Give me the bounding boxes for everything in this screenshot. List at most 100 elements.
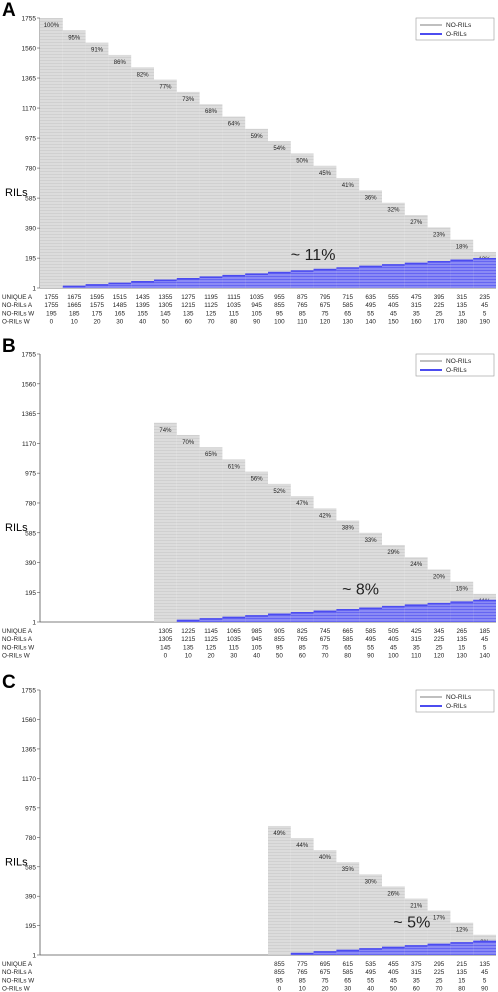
percent-label: 61%	[228, 464, 241, 470]
panel-letter: A	[2, 0, 16, 21]
no-rils-bar	[268, 141, 291, 288]
table-cell: 855	[274, 961, 285, 968]
percent-label: 41%	[342, 183, 355, 189]
o-rils-bar	[268, 614, 291, 622]
table-cell: 1305	[158, 636, 173, 643]
y-tick-label: 390	[25, 560, 36, 567]
table-cell: 135	[457, 636, 468, 643]
table-cell: 405	[388, 969, 399, 976]
table-cell: 495	[365, 969, 376, 976]
percent-label: 74%	[159, 428, 172, 434]
percent-label: 20%	[433, 574, 446, 580]
table-cell: 585	[365, 628, 376, 635]
table-cell: 110	[411, 653, 422, 660]
table-cell: 1195	[204, 294, 218, 301]
table-cell: 90	[367, 653, 375, 660]
percent-label: 42%	[319, 513, 332, 519]
o-rils-bar	[245, 615, 268, 622]
table-cell: 1515	[113, 294, 128, 301]
table-cell: 15	[458, 644, 466, 651]
table-cell: 45	[390, 310, 398, 317]
y-axis-label: RILs	[5, 522, 28, 534]
no-rils-bar	[176, 91, 200, 289]
no-rils-bar	[108, 54, 132, 289]
table-cell: 135	[479, 961, 490, 968]
table-cell: 15	[458, 310, 466, 317]
table-cell: 35	[413, 310, 421, 317]
no-rils-bar	[404, 898, 428, 955]
table-cell: 55	[367, 310, 375, 317]
table-row-label: NO-RILs W	[2, 310, 34, 317]
table-cell: 75	[321, 644, 329, 651]
y-axis-label: RILs	[5, 856, 28, 868]
table-cell: 95	[276, 644, 284, 651]
table-cell: 675	[320, 969, 331, 976]
no-rils-bar	[290, 838, 314, 955]
table-cell: 50	[276, 653, 284, 660]
table-cell: 795	[320, 294, 331, 301]
table-cell: 145	[160, 310, 171, 317]
table-cell: 225	[434, 969, 445, 976]
table-cell: 70	[435, 986, 443, 992]
percent-label: 32%	[387, 208, 400, 214]
table-cell: 65	[344, 310, 352, 317]
y-tick-label: 1170	[22, 776, 36, 783]
table-cell: 1215	[181, 636, 196, 643]
table-cell: 70	[321, 653, 329, 660]
percent-label: 82%	[137, 72, 150, 78]
table-cell: 1675	[67, 294, 82, 301]
table-row-label: UNIQUE A	[2, 294, 33, 301]
table-cell: 1215	[181, 302, 196, 309]
table-cell: 85	[299, 644, 307, 651]
table-cell: 1665	[67, 302, 82, 309]
y-tick-label: 1755	[22, 16, 37, 23]
table-cell: 5	[483, 644, 487, 651]
table-cell: 315	[411, 969, 422, 976]
o-rils-bar	[473, 600, 496, 622]
legend-label-no-rils: NO-RILs	[446, 358, 472, 365]
o-rils-bar	[450, 942, 474, 955]
no-rils-bar	[40, 18, 63, 288]
table-cell: 40	[253, 653, 261, 660]
y-tick-label: 390	[25, 894, 36, 901]
no-rils-bar	[382, 544, 405, 622]
table-cell: 65	[344, 977, 352, 984]
table-cell: 1435	[136, 294, 151, 301]
o-rils-bar	[359, 608, 382, 622]
table-cell: 70	[207, 319, 215, 326]
table-cell: 985	[251, 628, 262, 635]
o-rils-bar	[404, 605, 428, 622]
no-rils-bar	[199, 104, 223, 288]
y-tick-label: 1365	[22, 411, 37, 418]
o-rils-bar	[359, 266, 382, 288]
table-cell: 1125	[204, 302, 218, 309]
legend-label-o-rils: O-RILs	[446, 367, 467, 374]
no-rils-bar	[313, 850, 337, 955]
table-cell: 10	[185, 653, 193, 660]
o-rils-bar	[245, 274, 268, 288]
table-cell: 945	[251, 636, 262, 643]
table-cell: 765	[297, 636, 308, 643]
y-tick-label: 1560	[22, 381, 37, 388]
table-cell: 1275	[181, 294, 196, 301]
table-cell: 855	[274, 969, 285, 976]
no-rils-bar	[85, 42, 109, 288]
table-cell: 175	[92, 310, 103, 317]
o-rils-bar	[313, 269, 337, 288]
percent-label: 54%	[273, 146, 286, 152]
table-cell: 295	[434, 961, 445, 968]
table-cell: 85	[299, 310, 307, 317]
table-cell: 695	[320, 961, 331, 968]
no-rils-bar	[359, 532, 382, 622]
table-cell: 100	[274, 319, 285, 326]
table-cell: 1225	[181, 628, 196, 635]
table-cell: 405	[388, 636, 399, 643]
panel-letter: C	[2, 672, 16, 693]
y-tick-label: 975	[25, 471, 36, 478]
table-cell: 115	[229, 310, 240, 317]
table-cell: 475	[411, 294, 422, 301]
o-rils-bar	[313, 611, 337, 622]
table-cell: 185	[69, 310, 80, 317]
no-rils-bar	[336, 862, 360, 955]
